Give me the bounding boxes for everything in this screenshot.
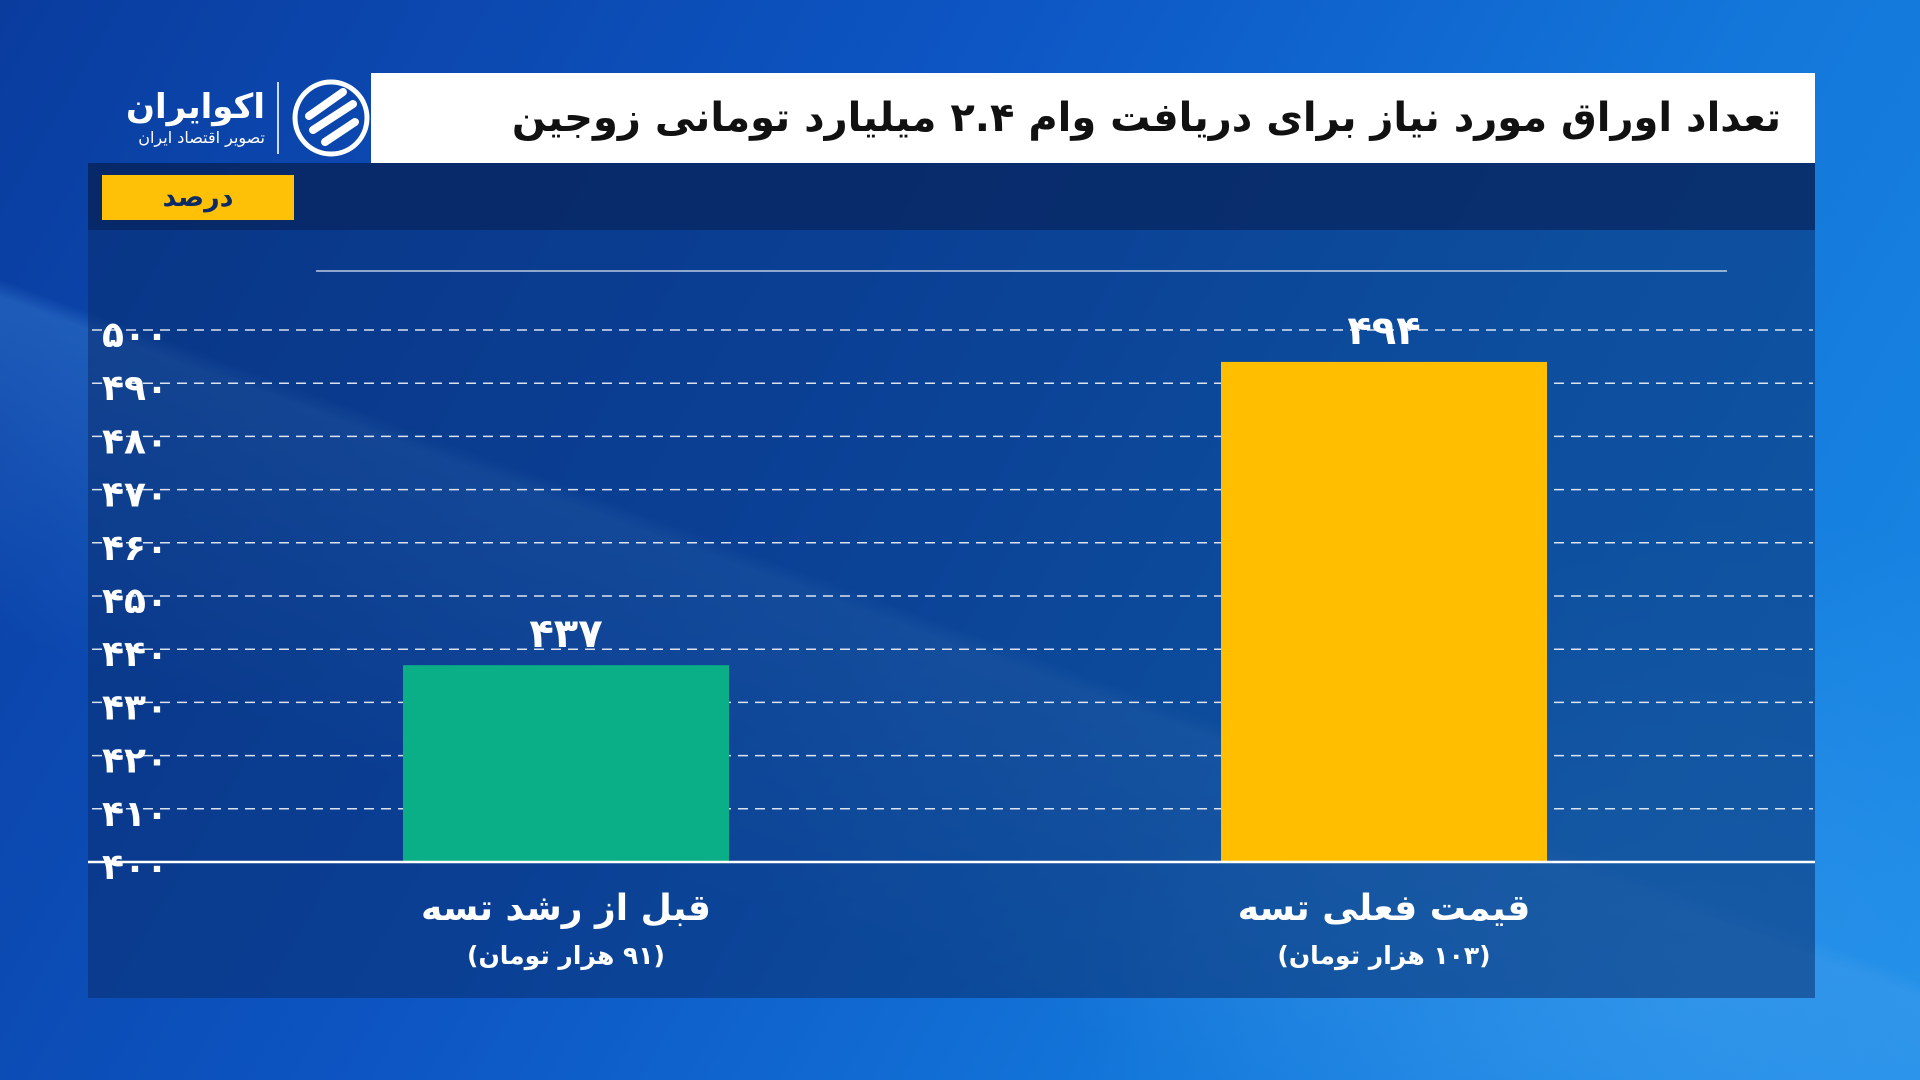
y-tick-label: ۴۰۰ — [102, 847, 168, 888]
y-tick-label: ۴۵۰ — [102, 581, 168, 622]
logo-subtitle: تصویر اقتصاد ایران — [138, 128, 265, 147]
y-tick-label: ۴۳۰ — [102, 687, 168, 728]
y-tick-label: ۵۰۰ — [102, 315, 168, 356]
y-tick-label: ۴۷۰ — [102, 475, 168, 516]
logo-text: اکوایران تصویر اقتصاد ایران — [126, 87, 265, 149]
logo: اکوایران تصویر اقتصاد ایران — [88, 73, 371, 163]
logo-divider — [277, 82, 279, 154]
y-tick-label: ۴۱۰ — [102, 794, 168, 835]
y-tick-label: ۴۸۰ — [102, 421, 168, 462]
bar-value-label: ۴۹۴ — [1347, 308, 1420, 354]
chart-panel-header — [88, 163, 1815, 230]
chart-title: تعداد اوراق مورد نیاز برای دریافت وام ۲.… — [511, 95, 1781, 141]
logo-name: اکوایران — [126, 87, 265, 127]
category-label: قیمت فعلی تسه — [1238, 888, 1531, 929]
category-sublabel: (۹۱ هزار تومان) — [467, 941, 665, 971]
y-tick-label: ۴۶۰ — [102, 528, 168, 569]
y-tick-label: ۴۲۰ — [102, 741, 168, 782]
bar-value-label: ۴۳۷ — [529, 611, 602, 657]
category-label: قبل از رشد تسه — [421, 888, 711, 929]
category-sublabel: (۱۰۳ هزار تومان) — [1277, 941, 1490, 971]
title-bar: تعداد اوراق مورد نیاز برای دریافت وام ۲.… — [371, 73, 1815, 163]
bar — [1221, 361, 1547, 862]
bar — [403, 665, 729, 862]
logo-mark-icon — [292, 79, 370, 157]
y-tick-label: ۴۴۰ — [102, 634, 168, 675]
unit-badge: درصد — [102, 175, 294, 220]
y-tick-label: ۴۹۰ — [102, 368, 168, 409]
